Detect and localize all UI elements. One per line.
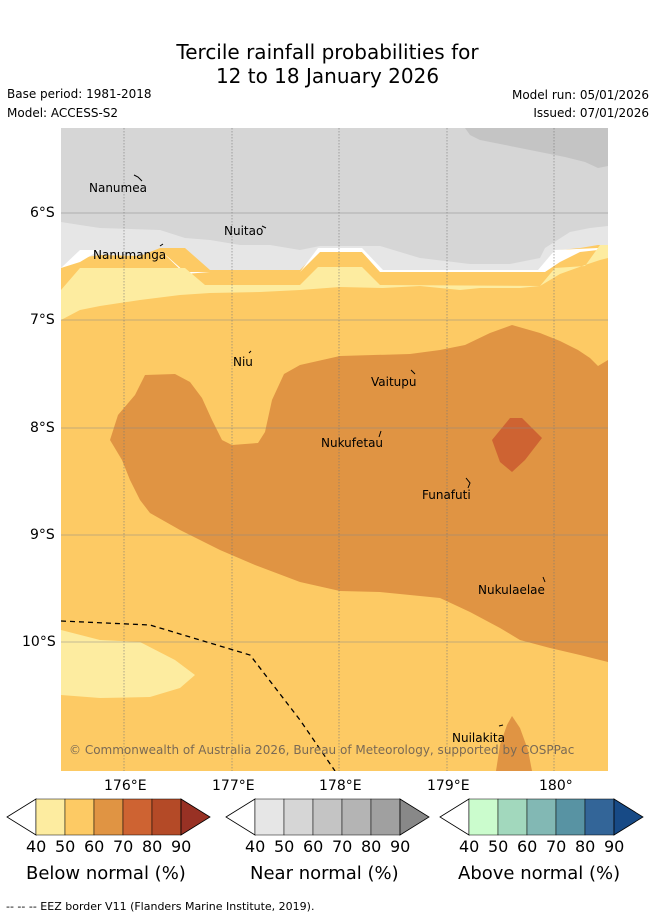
colorbar-below-label: 90	[171, 837, 192, 856]
colorbar-below-label: 40	[26, 837, 47, 856]
colorbar-below-segment	[151, 798, 182, 836]
colorbar-above-label: 80	[575, 837, 596, 856]
colorbar-above-segment	[584, 798, 615, 836]
colorbar-below-title: Below normal (%)	[26, 863, 186, 884]
map-latlines	[61, 212, 608, 643]
model-run: Model run: 05/01/2026	[511, 88, 649, 102]
colorbar-above-label: 70	[546, 837, 567, 856]
colorbar-near-segment	[312, 798, 343, 836]
lon-tick-178e: 178°E	[319, 778, 362, 794]
colorbar-below-label: 80	[142, 837, 163, 856]
place-vaitupu: Vaitupu	[371, 375, 417, 389]
colorbar-near-label: 70	[332, 837, 353, 856]
colorbar-above-title: Above normal (%)	[458, 863, 621, 884]
colorbar-above-label: 50	[488, 837, 509, 856]
region-below-60-70-south	[496, 716, 532, 771]
model-name: Model: ACCESS-S2	[7, 106, 119, 120]
colorbar-above-max-arrow	[613, 798, 644, 836]
lon-tick-177e: 177°E	[212, 778, 255, 794]
colorbar-near-max-arrow	[399, 798, 430, 836]
colorbar-near-label: 60	[303, 837, 324, 856]
colorbar-below-segment	[122, 798, 153, 836]
colorbar-above-label: 40	[459, 837, 480, 856]
region-below-40-50-south	[61, 630, 195, 698]
lat-tick-10s: 10°S	[22, 634, 56, 650]
region-near-50-60	[61, 128, 608, 264]
colorbar-near-label: 40	[245, 837, 266, 856]
eez-footer: -- -- -- EEZ border V11 (Flanders Marine…	[6, 900, 315, 913]
lon-tick-179e: 179°E	[427, 778, 470, 794]
colorbar-near-segment	[283, 798, 314, 836]
colorbar-below-segment	[93, 798, 124, 836]
colorbar-near-label: 50	[274, 837, 295, 856]
colorbar-below-segment	[35, 798, 66, 836]
place-funafuti: Funafuti	[422, 488, 471, 502]
region-gap	[61, 245, 608, 274]
region-below-70-80	[492, 418, 542, 472]
copyright-notice: © Commonwealth of Australia 2026, Bureau…	[69, 743, 575, 757]
place-nanumanga: Nanumanga	[93, 248, 167, 262]
lat-tick-8s: 8°S	[30, 420, 55, 436]
colorbar-below-label: 50	[55, 837, 76, 856]
colorbar-above-label: 60	[517, 837, 538, 856]
colorbar-below-min-arrow	[6, 798, 37, 836]
region-below-40-50-north	[61, 245, 608, 320]
region-below-60-70	[110, 325, 608, 662]
lat-tick-9s: 9°S	[30, 527, 55, 543]
eez-border	[61, 620, 336, 771]
title-line-2: 12 to 18 January 2026	[215, 64, 440, 88]
colorbar-near-label: 90	[390, 837, 411, 856]
region-near-60-70	[465, 128, 608, 168]
colorbar-near-min-arrow	[225, 798, 256, 836]
map-gridlines	[123, 128, 555, 771]
colorbar-above-segment	[555, 798, 586, 836]
map-plot-area	[61, 128, 608, 771]
colorbar-near-segment	[370, 798, 401, 836]
lat-tick-6s: 6°S	[30, 205, 55, 221]
colorbar-near-title: Near normal (%)	[250, 863, 399, 884]
place-nuilakita: Nuilakita	[452, 731, 505, 745]
colorbar-near-label: 80	[361, 837, 382, 856]
colorbar-above-segment	[497, 798, 528, 836]
place-niu: Niu	[233, 355, 253, 369]
colorbar-below-max-arrow	[180, 798, 211, 836]
title-line-1: Tercile rainfall probabilities for	[176, 40, 479, 64]
lat-tick-7s: 7°S	[30, 312, 55, 328]
map-title: Tercile rainfall probabilities for 12 to…	[0, 40, 655, 88]
island-marks	[133, 174, 546, 727]
colorbar-above-label: 90	[604, 837, 625, 856]
colorbar-above-min-arrow	[439, 798, 470, 836]
place-nukufetau: Nukufetau	[321, 436, 384, 450]
lon-tick-180: 180°	[539, 778, 573, 794]
place-nanumea: Nanumea	[89, 181, 147, 195]
colorbar-near-segment	[254, 798, 285, 836]
colorbar-below-label: 70	[113, 837, 134, 856]
colorbar-below-label: 60	[84, 837, 105, 856]
place-nukulaelae: Nukulaelae	[478, 583, 545, 597]
colorbar-above-segment	[526, 798, 557, 836]
lon-tick-176e: 176°E	[104, 778, 147, 794]
colorbar-near-segment	[341, 798, 372, 836]
issued-date: Issued: 07/01/2026	[533, 106, 649, 120]
place-nuitao: Nuitao	[224, 224, 264, 238]
colorbar-below-segment	[64, 798, 95, 836]
base-period: Base period: 1981-2018	[7, 87, 152, 101]
colorbar-above-segment	[468, 798, 499, 836]
colorbar-graphics	[6, 798, 644, 836]
